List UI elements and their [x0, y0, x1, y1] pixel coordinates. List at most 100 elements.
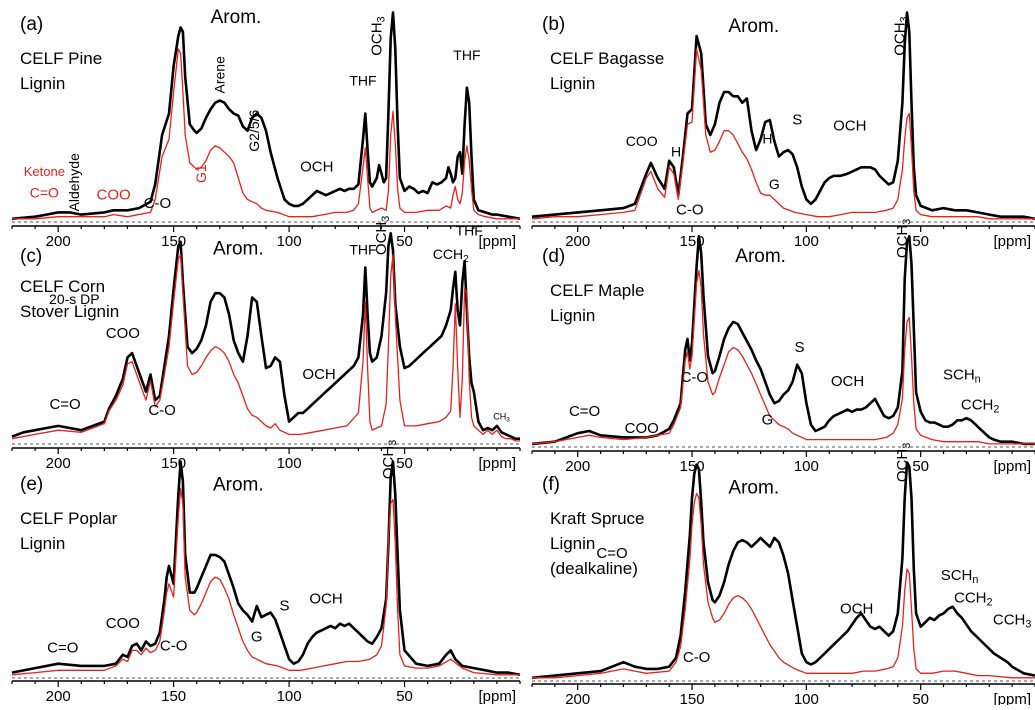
peak-annotation: Arom. [213, 475, 264, 496]
peak-annotation: C-O [160, 637, 188, 654]
peak-annotation: OCH [840, 600, 873, 617]
peak-annotation: OCH3 [380, 440, 399, 479]
sample-name: CELF Bagasse [550, 49, 664, 68]
x-tick-label: 200 [565, 233, 590, 250]
peak-annotation: OCH3 [892, 16, 911, 55]
x-axis-unit: [ppm] [993, 458, 1031, 475]
peak-annotation: H [671, 144, 681, 160]
peak-annotation: Arene [211, 56, 227, 94]
peak-annotation: COO [106, 325, 140, 342]
spectrum-line-red [531, 269, 1035, 445]
spectrum-line-black [11, 11, 521, 221]
peak-annotation: S [794, 339, 804, 356]
x-tick-label: 50 [396, 455, 413, 472]
x-tick-label: 200 [565, 458, 590, 475]
peak-annotation: G [251, 628, 263, 645]
x-tick-label: 150 [680, 458, 705, 475]
x-tick-label: 150 [161, 233, 186, 250]
spectrum-panel-4: 200 150 100 50 [ppm] (d) CELF Maple Lignin Arom.… [531, 219, 1035, 475]
panel-label: (b) [542, 14, 565, 35]
peak-annotation: C=O [47, 640, 78, 657]
peak-annotation: 20-s DP [49, 291, 100, 307]
x-tick-label: 200 [46, 233, 71, 250]
spectrum-line-black [11, 460, 521, 677]
x-tick-label: 150 [161, 688, 186, 705]
peak-annotation: G2/5/6 [246, 109, 262, 151]
x-tick-label: 150 [680, 691, 705, 705]
peak-annotation: OCH3 [373, 216, 392, 255]
peak-annotation: S [792, 111, 802, 128]
peak-annotation: G [769, 176, 780, 192]
peak-annotation: C-O [144, 195, 172, 212]
spectrum-panel-2: 200 150 100 50 [ppm](b)CELF BagasseLigninAro… [531, 11, 1035, 250]
spectrum-panel-6: 200 150 100 50 [ppm] (f) Kraft Spruce Lignin (de… [531, 443, 1035, 708]
x-tick-label: 50 [912, 233, 929, 250]
peak-annotation: OCH [833, 118, 866, 135]
peak-annotation: C-O [148, 402, 176, 419]
panel-label: (d) [542, 246, 565, 267]
sample-name: Lignin [20, 534, 65, 553]
spectrum-line-black [531, 461, 1035, 680]
spectrum-line-black [531, 235, 1035, 446]
peak-annotation: CCH2 [961, 397, 1000, 416]
sample-name: Lignin [20, 74, 65, 93]
peak-annotation: S [279, 597, 289, 614]
peak-annotation: Arom. [211, 7, 262, 28]
peak-annotation: SCHn [941, 567, 979, 586]
peak-annotation: Arom. [213, 239, 264, 260]
x-tick-label: 100 [794, 458, 819, 475]
spectrum-panel-3: 200 150 100 50 [ppm] (c) CELF Corn Stover Ligni… [11, 216, 521, 472]
spectrum-panel-5: 200 150 100 50 [ppm] (e) CELF Poplar Lignin Arom… [11, 440, 521, 705]
spectrum-line-red [532, 492, 1035, 679]
x-tick-label: 50 [912, 458, 929, 475]
sample-name: Stover Lignin [20, 302, 119, 321]
spectrum-line-red [11, 487, 520, 676]
spectrum-panel-1: 200 150 100 50 [ppm] (a) CELF Pine Lignin Arom. A… [11, 7, 521, 250]
peak-annotation: Arom. [728, 478, 779, 499]
peak-annotation: OCH [302, 366, 335, 383]
spectrum-line-red [12, 48, 520, 220]
sample-name: Lignin [550, 74, 595, 93]
peak-annotation: G1 [193, 164, 209, 183]
panel-label: (a) [20, 14, 43, 35]
x-tick-label: 50 [912, 691, 929, 705]
peak-annotation: THF [349, 242, 376, 258]
x-tick-label: 100 [277, 688, 302, 705]
x-tick-label: 100 [794, 691, 819, 705]
x-axis-unit: [ppm] [993, 691, 1031, 705]
x-tick-label: 200 [565, 691, 590, 705]
peak-annotation: SCHn [943, 367, 981, 386]
peak-annotation: COO [626, 133, 658, 149]
spectrum-line-red [531, 48, 1035, 220]
peak-annotation: OCH [300, 159, 333, 176]
peak-annotation: Arom. [728, 16, 779, 37]
spectrum-line-black [531, 11, 1035, 221]
x-axis-unit: [ppm] [993, 233, 1031, 250]
peak-annotation: C=O [49, 396, 80, 413]
peak-annotation: OCH [831, 373, 864, 390]
panel-label: (e) [20, 474, 43, 495]
sample-name: Lignin [550, 306, 595, 325]
peak-annotation: C=O [596, 545, 627, 562]
peak-annotation: Arom. [735, 246, 786, 267]
peak-annotation: OCH [309, 591, 342, 608]
x-tick-label: 200 [46, 688, 71, 705]
x-tick-label: 200 [46, 455, 71, 472]
sample-name: Kraft Spruce [550, 509, 645, 528]
x-axis-unit: [ppm] [478, 233, 516, 250]
peak-annotation: Aldehyde [66, 153, 82, 212]
peak-annotation: COO [625, 420, 659, 437]
peak-annotation: C=O [569, 403, 600, 420]
peak-annotation: C=O [30, 184, 59, 200]
sample-name: CELF Poplar [20, 509, 118, 528]
peak-annotation: CH3 [493, 411, 510, 423]
sample-name: CELF Corn [20, 277, 105, 296]
x-tick-label: 100 [277, 455, 302, 472]
peak-annotation: C-O [683, 649, 711, 666]
x-tick-label: 100 [794, 233, 819, 250]
spectrum-line-red [11, 254, 520, 442]
peak-annotation: CCH2 [954, 589, 993, 608]
x-axis-unit: [ppm] [478, 455, 516, 472]
